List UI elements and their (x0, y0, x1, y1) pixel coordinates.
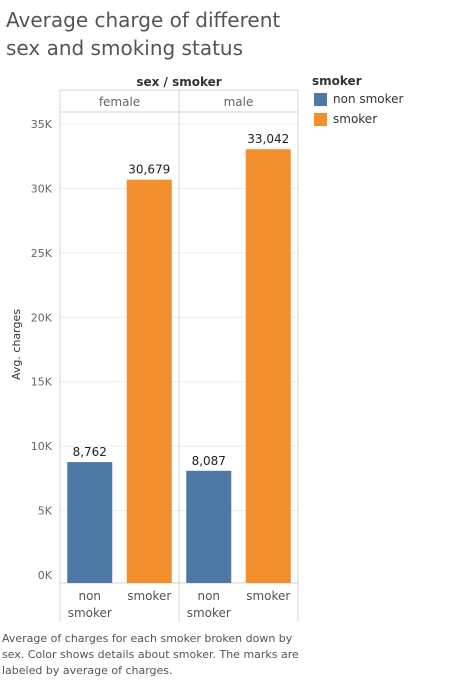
y-tick-label-3: 15K (31, 376, 53, 389)
y-axis-label: Avg. charges (10, 309, 23, 380)
x-tick-label-male-non-smoker-line1: smoker (187, 606, 231, 620)
x-tick-label-female-smoker-line0: smoker (127, 589, 171, 603)
x-tick-label-female-non-smoker-line0: non (78, 589, 101, 603)
x-tick-label-female-non-smoker-line1: smoker (68, 606, 112, 620)
data-label-male-non-smoker: 8,087 (192, 454, 226, 468)
y-tick-label-4: 20K (31, 311, 53, 324)
x-tick-label-male-smoker-line0: smoker (246, 589, 290, 603)
legend-label-smoker: smoker (333, 112, 378, 126)
data-label-female-non-smoker: 8,762 (73, 445, 107, 459)
bar-female-smoker (126, 179, 172, 583)
panel-header-female: female (99, 95, 140, 109)
panel-header-male: male (224, 95, 254, 109)
legend-title: smoker (312, 74, 362, 88)
bar-male-smoker (245, 149, 291, 583)
bar-female-non-smoker (67, 462, 113, 583)
chart-caption: Average of charges for each smoker broke… (2, 632, 299, 677)
legend-item-smoker[interactable]: smoker (314, 112, 377, 126)
chart-title: Average charge of different sex and smok… (6, 8, 281, 60)
data-label-male-smoker: 33,042 (247, 132, 289, 146)
y-tick-label-2: 10K (31, 440, 53, 453)
legend-label-non-smoker: non smoker (333, 92, 404, 106)
y-tick-label-6: 30K (31, 182, 53, 195)
legend-swatch-smoker (314, 112, 327, 126)
legend-swatch-non-smoker (314, 92, 327, 106)
y-tick-label-5: 25K (31, 247, 53, 260)
data-label-female-smoker: 30,679 (128, 163, 170, 177)
bar-male-non-smoker (186, 470, 232, 583)
y-tick-label-1: 5K (38, 505, 53, 518)
x-tick-label-male-non-smoker-line0: non (197, 589, 220, 603)
y-tick-label-0: 0K (38, 569, 53, 582)
legend-item-non-smoker[interactable]: non smoker (314, 92, 404, 106)
column-header-title: sex / smoker (136, 75, 221, 89)
y-tick-label-7: 35K (31, 118, 53, 131)
